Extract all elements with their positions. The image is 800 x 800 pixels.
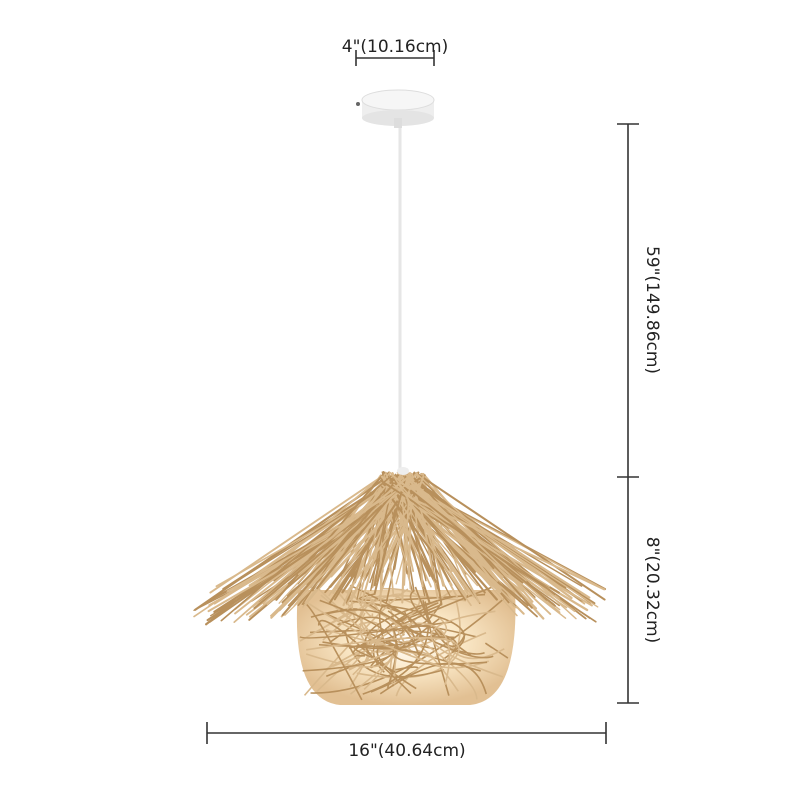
basket-weave-strand [430,610,504,678]
shade-strand [209,473,386,594]
basket-weave-strand [485,642,509,659]
shade-strand [234,475,410,615]
basket-weave-strand [414,586,466,647]
dimension-lines [206,50,639,744]
rattan-basket [296,584,516,705]
shade-strand [398,480,576,613]
shade-strand [382,477,472,607]
shade-strand [402,479,599,608]
basket-weave-strand [350,590,374,618]
shade-strand [411,482,446,588]
shade-strand [379,479,551,591]
basket-weave-strand [324,608,420,656]
rattan-fringe-shade [193,467,607,626]
ceiling-canopy [356,89,435,128]
shade-height-dimension [617,477,639,704]
cord-length-dimension [617,123,639,478]
shade-strand [328,490,405,605]
basket-weave-strand [334,584,478,700]
basket-weave-strand [302,599,398,672]
basket-weave-strand [350,653,393,695]
shade-strand [359,486,396,607]
basket-weave-strand [372,599,438,673]
shade-strand [385,485,606,591]
basket-weave-strand [348,621,380,670]
shade-strand [404,472,552,615]
shade-width-label: 16"(40.64cm) [348,741,466,761]
basket-weave-strand [299,621,453,639]
basket-weave-strand [310,598,505,694]
shade-strand [415,472,577,620]
shade-strand [415,472,606,601]
basket-weave-strand [325,629,434,658]
basket-weave-strand [302,599,441,667]
shade-strand [281,482,395,616]
basket-weave-strand [395,632,487,697]
shade-strand [316,489,397,590]
shade-strand [391,472,470,597]
shade-strand [370,488,392,591]
shade-strand [297,489,399,575]
canopy-width-label: 4"(10.16cm) [341,37,449,57]
basket-weave-strand [306,637,460,666]
shade-height-label: 8"(20.32cm) [642,536,662,644]
cord-grip [397,467,409,475]
shade-strand [376,473,408,582]
shade-strand [400,482,412,590]
shade-strand [220,475,392,622]
basket-weave-strand [368,596,379,610]
shade-strand [213,484,407,605]
basket-weave-strand [318,584,422,648]
shade-strand [275,473,384,601]
shade-strand [403,490,410,586]
shade-strand [345,488,424,594]
basket-weave-strand [375,594,447,654]
canopy-width-dimension [355,50,435,66]
shade-strand [193,473,406,618]
basket-weave-strand [386,622,451,685]
cord-length-label: 59"(149.86cm) [642,245,662,375]
shade-strand [401,483,427,582]
basket-weave-strand [337,616,398,689]
shade-width-dimension [206,722,607,744]
basket-weave-strand [350,591,370,620]
basket-weave-strand [352,649,373,676]
shade-strand [393,483,567,619]
